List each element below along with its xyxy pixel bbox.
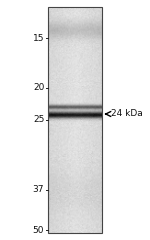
Text: 24 kDa: 24 kDa	[111, 109, 143, 119]
Text: 37: 37	[33, 185, 44, 194]
Text: 15: 15	[33, 34, 44, 43]
Bar	[48, 7, 102, 233]
Text: 20: 20	[33, 83, 44, 92]
Text: 25: 25	[33, 115, 44, 125]
Text: 50: 50	[33, 226, 44, 235]
